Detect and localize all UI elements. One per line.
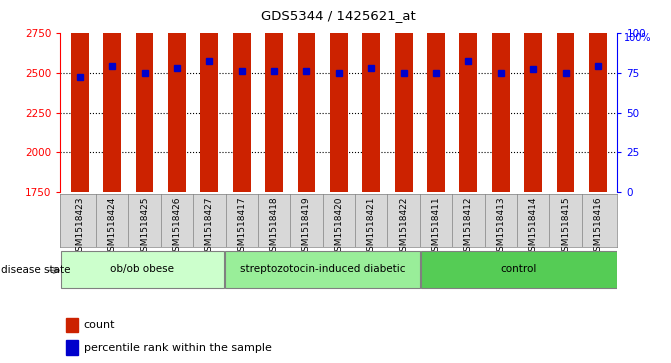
Bar: [201, 0, 218, 192]
Bar: [233, 0, 251, 192]
Bar: [492, 0, 510, 192]
Text: count: count: [84, 320, 115, 330]
Text: control: control: [501, 264, 537, 274]
Text: GSM1518427: GSM1518427: [205, 197, 214, 257]
Text: GSM1518422: GSM1518422: [399, 197, 408, 257]
Bar: [460, 0, 477, 192]
Bar: [557, 0, 574, 192]
Text: GSM1518421: GSM1518421: [367, 197, 376, 257]
Bar: [330, 0, 348, 192]
Text: GSM1518414: GSM1518414: [529, 197, 537, 257]
FancyBboxPatch shape: [421, 251, 617, 288]
Text: ob/ob obese: ob/ob obese: [110, 264, 174, 274]
Text: GSM1518424: GSM1518424: [108, 197, 117, 257]
FancyBboxPatch shape: [225, 251, 420, 288]
Text: GDS5344 / 1425621_at: GDS5344 / 1425621_at: [262, 9, 416, 22]
Text: GSM1518413: GSM1518413: [497, 197, 505, 257]
Bar: [427, 0, 445, 192]
Text: GSM1518423: GSM1518423: [75, 197, 85, 257]
Text: GSM1518415: GSM1518415: [561, 197, 570, 257]
Bar: [362, 0, 380, 192]
Bar: [66, 318, 79, 332]
Text: disease state: disease state: [1, 265, 71, 276]
Bar: [265, 0, 283, 192]
Text: percentile rank within the sample: percentile rank within the sample: [84, 343, 272, 352]
FancyBboxPatch shape: [61, 251, 223, 288]
Bar: [71, 0, 89, 192]
Bar: [66, 340, 79, 355]
Text: GSM1518411: GSM1518411: [431, 197, 440, 257]
Text: GSM1518412: GSM1518412: [464, 197, 473, 257]
Text: GSM1518419: GSM1518419: [302, 197, 311, 257]
Text: GSM1518420: GSM1518420: [334, 197, 344, 257]
Bar: [136, 0, 154, 192]
Text: GSM1518425: GSM1518425: [140, 197, 149, 257]
Text: GSM1518426: GSM1518426: [172, 197, 181, 257]
Bar: [297, 0, 315, 192]
Bar: [589, 0, 607, 192]
Text: 100%: 100%: [624, 33, 652, 43]
Bar: [103, 0, 121, 192]
Bar: [168, 0, 186, 192]
Text: GSM1518416: GSM1518416: [593, 197, 603, 257]
Text: GSM1518417: GSM1518417: [238, 197, 246, 257]
Bar: [524, 0, 542, 192]
Bar: [395, 0, 413, 192]
Text: GSM1518418: GSM1518418: [270, 197, 278, 257]
Text: streptozotocin-induced diabetic: streptozotocin-induced diabetic: [240, 264, 405, 274]
